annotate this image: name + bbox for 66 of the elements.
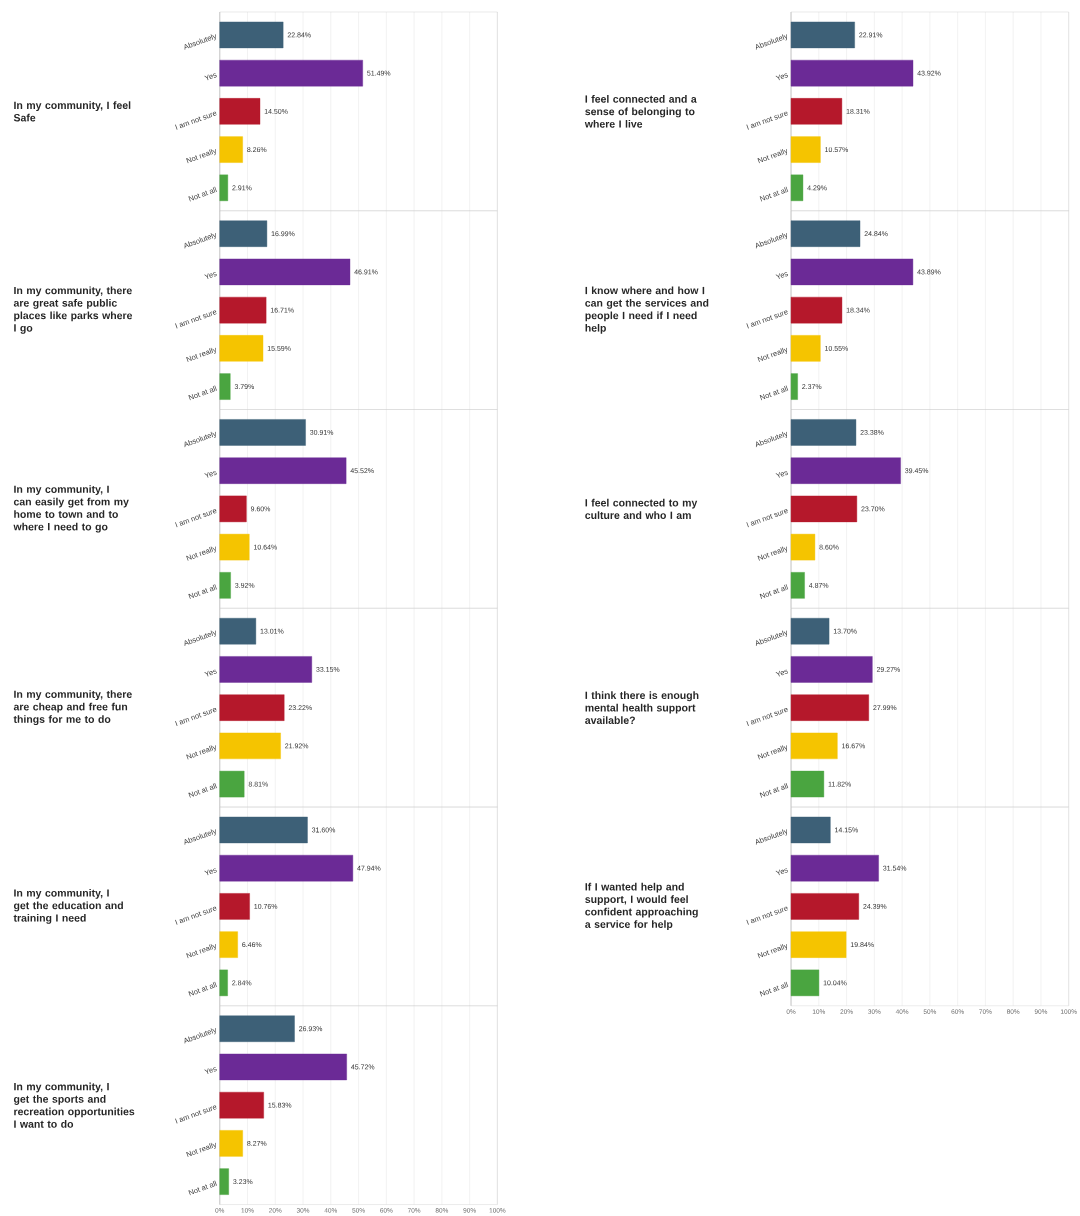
bar: [790, 136, 821, 163]
bar: [790, 931, 847, 958]
bar: [790, 174, 803, 202]
bar: [219, 174, 228, 202]
bar: [219, 770, 245, 798]
bar: [790, 98, 842, 125]
bar: [219, 419, 306, 446]
bar: [219, 694, 285, 721]
bar: [219, 855, 353, 882]
bar: [219, 335, 264, 362]
bar: [790, 495, 857, 523]
bar: [219, 816, 308, 844]
bar: [790, 59, 914, 87]
bar: [219, 1168, 229, 1195]
bar: [219, 656, 312, 683]
bar: [790, 618, 830, 645]
bar: [219, 1053, 347, 1081]
bar: [219, 59, 363, 87]
bar: [219, 732, 281, 760]
bar: [790, 373, 798, 400]
bar: [790, 816, 831, 844]
bar: [219, 969, 228, 997]
text: If I wanted help and support, I would feel confident approaching a service for help: [584, 882, 698, 931]
bar: [219, 457, 347, 484]
text: In my community, there are great safe public places like parks where I go: [13, 286, 132, 334]
text: In my community, I can easily get from my home to town and to where I need to go: [13, 485, 129, 533]
bar: [219, 220, 267, 247]
bar: [790, 258, 913, 286]
bar: [790, 296, 843, 324]
text: I feel connected and a sense of belonging to where I live: [584, 95, 697, 128]
bar: [219, 572, 231, 599]
bar: [790, 457, 901, 484]
text: I feel connected to my culture and who I am: [585, 498, 698, 519]
bar: [219, 296, 267, 324]
bar: [790, 694, 869, 721]
text: I know where and how I can get the services and people I need if I need help: [585, 286, 709, 334]
bar: [790, 656, 873, 683]
bar: [790, 21, 855, 49]
text: In my community, there are cheap and free fun things for me to do: [13, 690, 132, 726]
bar: [219, 21, 284, 49]
text: In my community, I feel Safe: [13, 101, 131, 122]
bar: [790, 770, 824, 798]
bar: [790, 732, 838, 760]
bar: [219, 495, 247, 523]
bar: [790, 969, 819, 997]
bar: [219, 893, 250, 920]
bar: [219, 136, 243, 163]
bar: [219, 618, 256, 645]
bar: [219, 1015, 295, 1042]
bar: [219, 1130, 243, 1157]
bar: [219, 931, 238, 958]
bar: [790, 419, 857, 446]
text: In my community, I get the sports and recreation opportunities I want to do: [13, 1082, 135, 1128]
bar: [790, 893, 859, 920]
text: I think there is enough mental health support available?: [584, 691, 699, 724]
bar: [219, 373, 231, 400]
bar: [790, 855, 879, 882]
bar: [219, 258, 351, 286]
bar: [219, 533, 250, 561]
bar: [219, 1091, 264, 1119]
bar: [790, 335, 821, 362]
bar: [790, 220, 861, 247]
bar: [219, 98, 261, 125]
bar: [790, 533, 815, 561]
text: In my community, I get the education and training I need: [13, 889, 123, 924]
bar: [790, 572, 805, 599]
